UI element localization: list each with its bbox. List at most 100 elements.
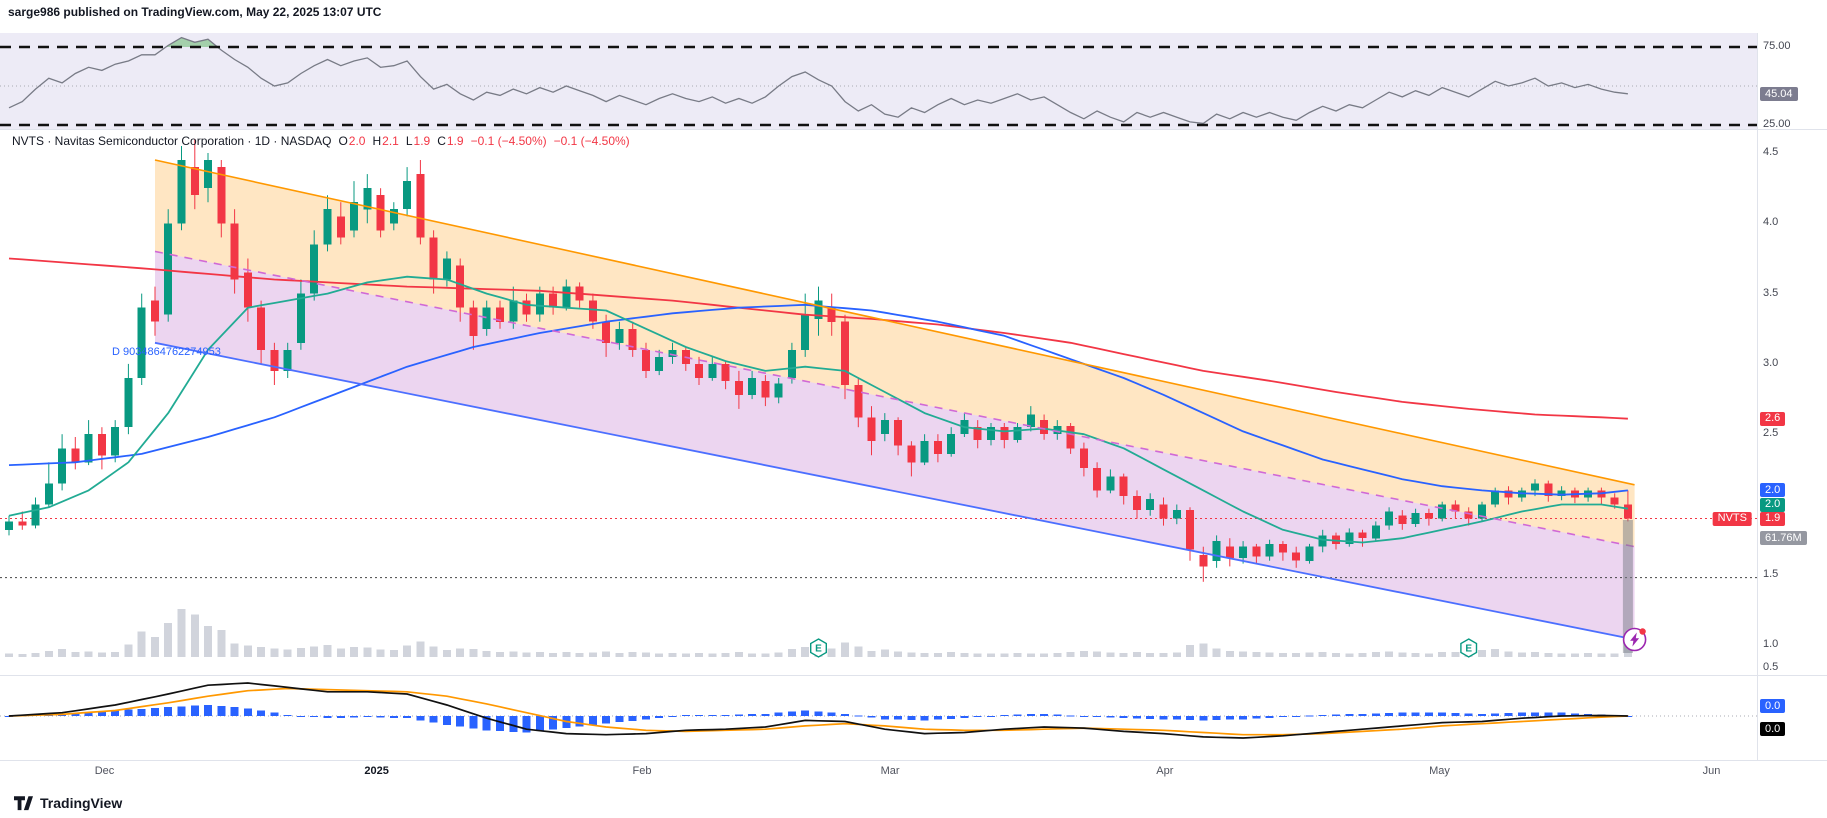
candle: [217, 160, 226, 238]
fast-ma-green-line: [8, 275, 1629, 544]
candle: [270, 342, 279, 385]
candle: [522, 293, 531, 322]
candle: [1504, 486, 1513, 505]
candle: [204, 153, 212, 203]
lightning-marker[interactable]: [1622, 627, 1647, 652]
candle: [1544, 480, 1553, 502]
low-label: L: [405, 134, 413, 148]
attribution-text: sarge986 published on TradingView.com, M…: [8, 5, 382, 19]
candle: [416, 160, 425, 245]
candle: [1398, 510, 1407, 530]
candle: [1106, 469, 1115, 494]
candle: [1133, 490, 1141, 519]
candle: [1225, 538, 1234, 567]
candle: [164, 209, 173, 322]
candle: [44, 462, 53, 508]
macd-line: [8, 682, 1628, 739]
candle: [841, 314, 849, 400]
symbol-info-row: NVTS · Navitas Semiconductor Corporation…: [12, 134, 630, 148]
candle: [283, 342, 292, 378]
candle: [1093, 462, 1102, 498]
candle: [376, 188, 385, 238]
candle: [257, 300, 266, 364]
candle: [1464, 507, 1473, 526]
panel-separators: [0, 33, 1827, 761]
footer-brand-text[interactable]: TradingView: [40, 795, 123, 811]
candlestick-series: [5, 138, 1632, 582]
symbol-title[interactable]: NVTS · Navitas Semiconductor Corporation…: [12, 134, 332, 148]
candle: [137, 293, 146, 385]
low-value: 1.9: [413, 134, 431, 148]
candle: [496, 300, 504, 329]
candle: [456, 258, 465, 322]
earnings-marker[interactable]: E: [810, 638, 827, 658]
candle: [1345, 528, 1354, 547]
candle: [509, 286, 518, 329]
candle: [933, 434, 942, 463]
candle: [535, 286, 544, 322]
candle: [190, 138, 199, 210]
change-value: −0.1 (−4.50%): [470, 134, 547, 148]
rsi-line: [8, 36, 1628, 125]
candle: [1079, 442, 1088, 477]
rsi-panel: [0, 33, 1757, 129]
candle: [1186, 507, 1194, 561]
candle: [1146, 493, 1155, 516]
candle: [973, 420, 982, 449]
high-readout: H 2.1: [372, 134, 398, 148]
candle: [1000, 423, 1009, 449]
candle: [588, 293, 597, 329]
candle: [867, 406, 876, 456]
macd-signal-line: [8, 687, 1628, 736]
candle: [1385, 507, 1394, 530]
channel-upper-line[interactable]: [154, 159, 1635, 486]
channel-lower-line[interactable]: [154, 341, 1635, 641]
notification-dot: [1639, 628, 1646, 635]
candle: [1371, 521, 1380, 542]
svg-text:E: E: [815, 644, 822, 655]
candle: [389, 202, 398, 231]
candle: [1358, 529, 1367, 547]
channel-upper-fill: [155, 160, 1635, 547]
svg-text:E: E: [1465, 644, 1472, 655]
candle: [177, 146, 186, 231]
macd-histogram: [5, 705, 1632, 733]
candle: [469, 300, 478, 350]
candle: [429, 230, 438, 294]
candle: [124, 363, 133, 435]
candle: [1013, 423, 1022, 443]
candle: [774, 378, 783, 404]
candle: [1411, 508, 1420, 527]
candle: [403, 167, 412, 217]
candle: [1040, 414, 1049, 440]
candle: [1252, 543, 1261, 564]
earnings-marker[interactable]: E: [1460, 638, 1478, 658]
open-readout: O 2.0: [338, 134, 365, 148]
candle: [71, 437, 80, 470]
candle: [1026, 406, 1035, 432]
candle: [243, 258, 252, 322]
candle: [748, 370, 757, 400]
candle: [296, 279, 305, 350]
candle: [97, 427, 106, 470]
candle: [854, 378, 863, 428]
channel-mid-line[interactable]: [154, 250, 1635, 548]
rsi-overbought-fill: [166, 37, 218, 47]
candle: [18, 511, 27, 530]
candle: [323, 195, 332, 252]
macd-panel: [0, 682, 1757, 739]
candle: [1623, 490, 1632, 522]
candle: [814, 286, 823, 336]
candle: [84, 420, 93, 466]
tradingview-logo[interactable]: [14, 795, 33, 811]
candle: [5, 515, 13, 536]
candle: [1278, 541, 1287, 561]
change-value-2: −0.1 (−4.50%): [553, 134, 630, 148]
candle: [695, 356, 703, 385]
candle: [1451, 500, 1460, 519]
close-value: 1.9: [446, 134, 464, 148]
candle: [31, 497, 40, 529]
open-value: 2.0: [348, 134, 366, 148]
